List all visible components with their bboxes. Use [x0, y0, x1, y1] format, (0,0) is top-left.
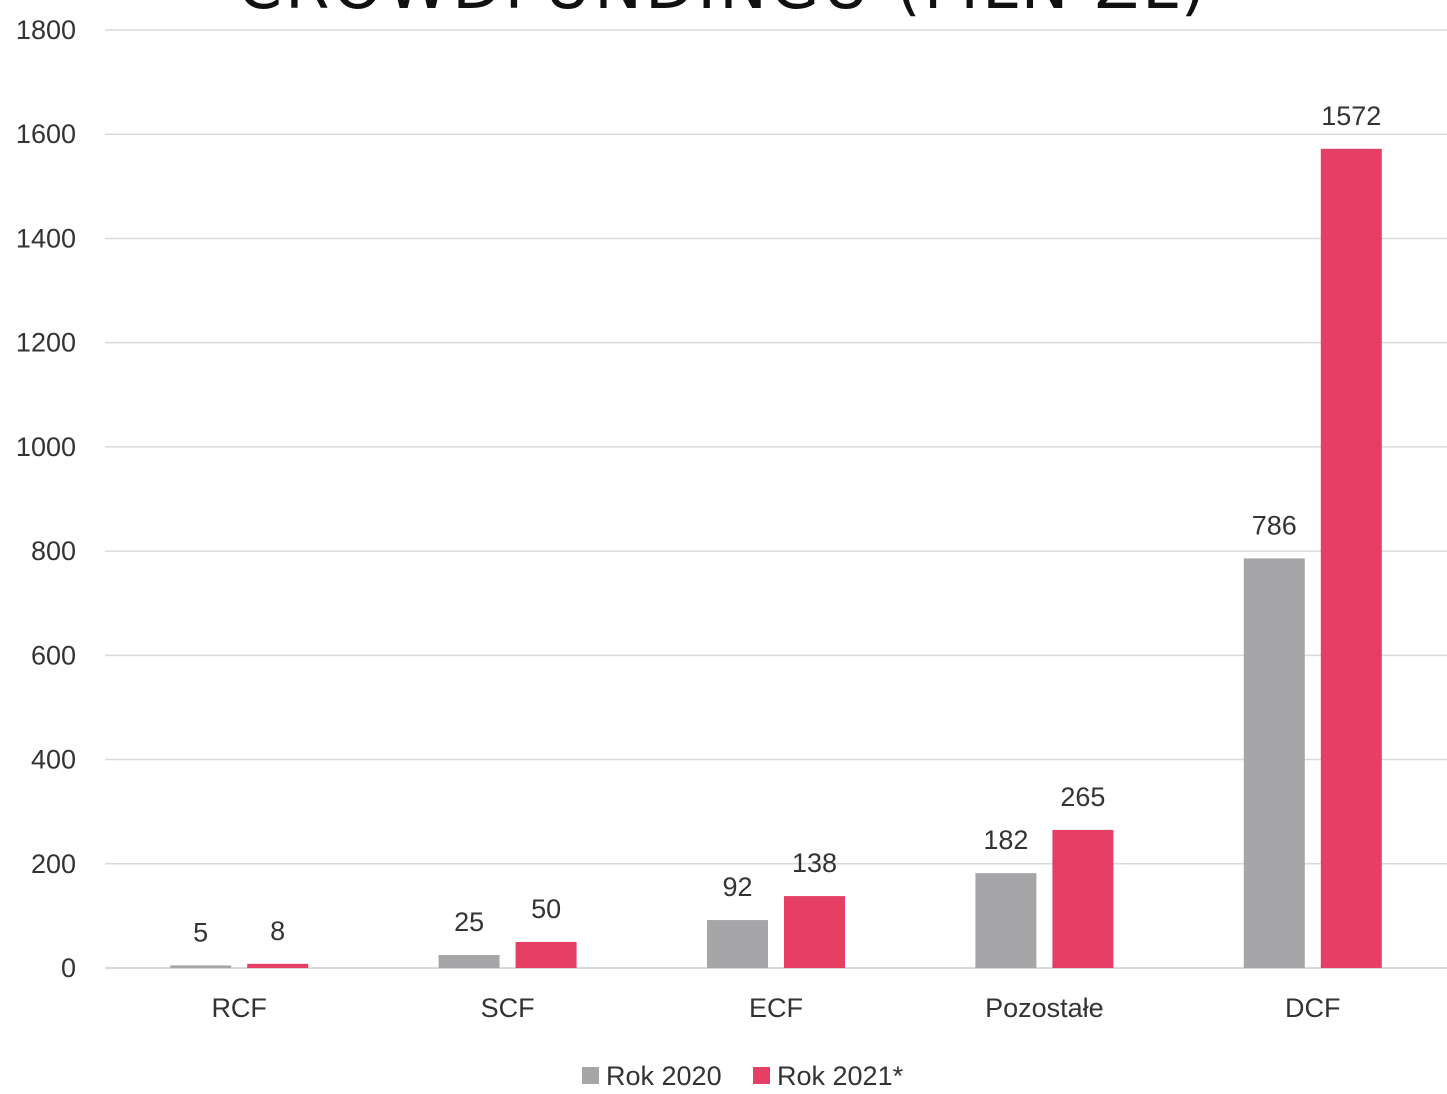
- bar-2020: [707, 920, 768, 968]
- bar-2021: [784, 896, 845, 968]
- x-tick-label: RCF: [211, 993, 267, 1023]
- bar-2020: [170, 965, 232, 968]
- bar-2021: [1052, 829, 1114, 968]
- bar-2020: [438, 954, 500, 968]
- bar-2020: [975, 873, 1037, 968]
- x-tick-label: ECF: [749, 993, 803, 1023]
- data-label: 92: [722, 872, 752, 902]
- y-tick-label: 1200: [16, 328, 76, 358]
- y-tick-label: 200: [31, 849, 76, 879]
- y-tick-label: 1400: [16, 223, 76, 253]
- x-tick-label: Pozostałe: [985, 993, 1104, 1023]
- data-label: 8: [270, 916, 285, 946]
- legend-label: Rok 2020: [606, 1061, 722, 1089]
- legend-swatch: [582, 1067, 599, 1084]
- y-tick-label: 1600: [16, 119, 76, 149]
- data-label: 265: [1060, 782, 1105, 812]
- x-tick-label: SCF: [481, 993, 535, 1023]
- data-label: 25: [454, 907, 484, 937]
- chart-title: CROWDFUNDINGU (MLN ZŁ): [237, 0, 1208, 24]
- bar-2020: [1243, 558, 1305, 968]
- y-tick-label: 1000: [16, 432, 76, 462]
- y-tick-label: 1800: [16, 15, 76, 45]
- y-tick-label: 0: [61, 953, 76, 983]
- bar-2021: [247, 963, 309, 968]
- legend-label: Rok 2021*: [777, 1061, 904, 1089]
- y-tick-label: 600: [31, 640, 76, 670]
- x-tick-label: DCF: [1285, 993, 1341, 1023]
- legend-swatch: [753, 1067, 770, 1084]
- bar-2021: [515, 941, 577, 968]
- data-label: 138: [792, 848, 837, 878]
- data-label: 786: [1252, 510, 1297, 540]
- data-label: 182: [983, 825, 1028, 855]
- y-tick-label: 400: [31, 745, 76, 775]
- y-tick-label: 800: [31, 536, 76, 566]
- bar-2021: [1320, 148, 1382, 968]
- data-label: 50: [531, 894, 561, 924]
- data-label: 1572: [1321, 101, 1381, 131]
- data-label: 5: [193, 917, 208, 947]
